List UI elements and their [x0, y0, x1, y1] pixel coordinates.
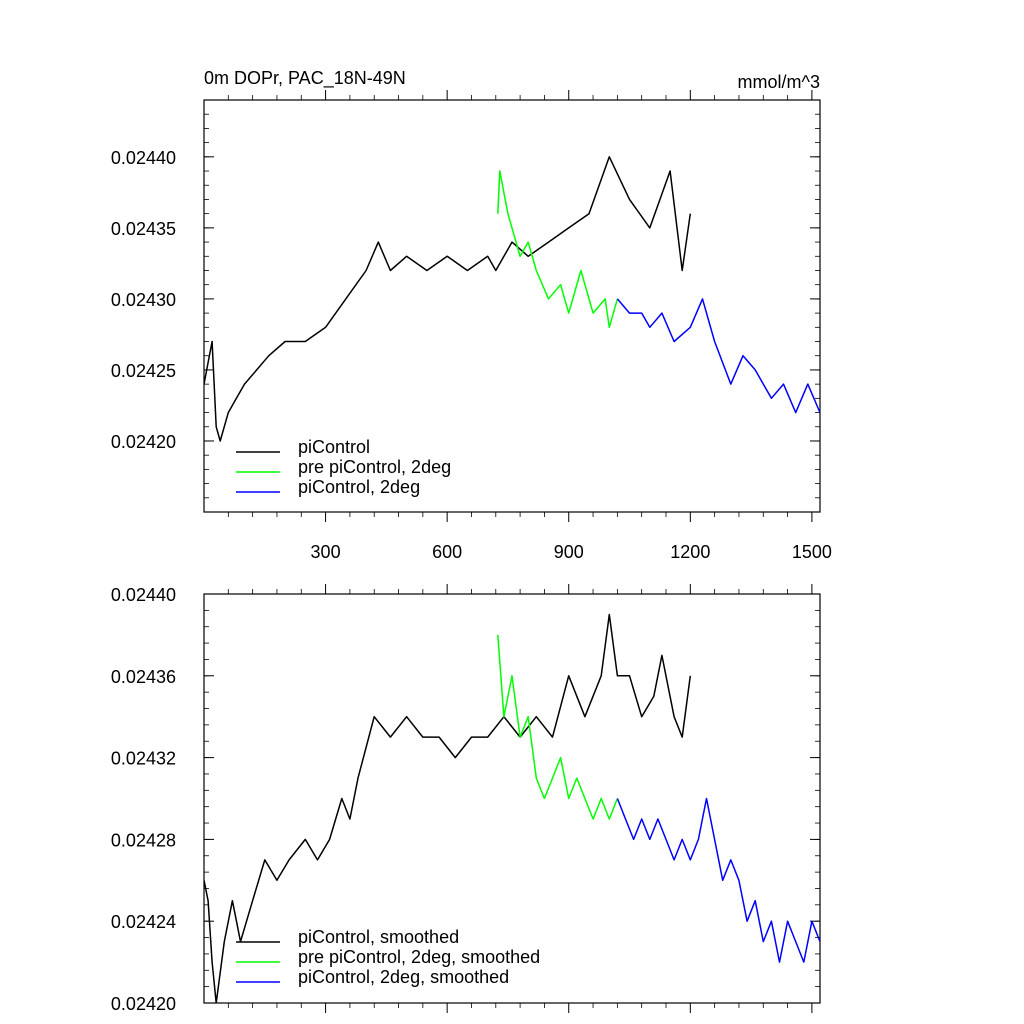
legend-label: piControl, 2deg	[298, 477, 420, 497]
x-tick-label: 300	[311, 542, 341, 562]
plot-frame	[203, 99, 821, 513]
y-tick-label: 0.02420	[111, 994, 176, 1014]
legend-label: piControl	[298, 437, 370, 457]
y-tick-label: 0.02432	[111, 749, 176, 769]
y-tick-label: 0.02440	[111, 585, 176, 605]
series-line-1	[204, 156, 692, 442]
plot-frame	[203, 593, 821, 1004]
y-tick-label: 0.02430	[111, 290, 176, 310]
units-label: mmol/m^3	[738, 72, 820, 92]
y-tick-label: 0.02435	[111, 219, 176, 239]
legend-label: pre piControl, 2deg	[298, 457, 451, 477]
x-tick-label: 600	[432, 542, 462, 562]
chart-title: 0m DOPr, PAC_18N-49N	[204, 68, 406, 89]
y-tick-label: 0.02420	[111, 432, 176, 452]
series-line-3	[616, 298, 820, 414]
x-tick-label: 1200	[670, 542, 710, 562]
y-tick-label: 0.02440	[111, 148, 176, 168]
panel-bottom: 0.02420 0.02424 0.02428 0.02432 0.02436 0.024…	[111, 584, 821, 1014]
series-line-1	[204, 613, 692, 1003]
series-line-3	[616, 797, 820, 963]
y-tick-label: 0.02425	[111, 361, 176, 381]
x-tick-label: 900	[554, 542, 584, 562]
legend-label: piControl, smoothed	[298, 927, 459, 947]
series-line-2	[497, 634, 619, 820]
legend-label: pre piControl, 2deg, smoothed	[298, 947, 540, 967]
y-tick-label: 0.02424	[111, 912, 176, 932]
legend-label: piControl, 2deg, smoothed	[298, 967, 509, 987]
panel-top: 0.02420 0.02425 0.02430 0.02435 0.02440 300 60…	[111, 68, 832, 562]
x-tick-label: 1500	[792, 542, 832, 562]
series-line-2	[497, 170, 619, 329]
y-tick-label: 0.02428	[111, 830, 176, 850]
y-tick-label: 0.02436	[111, 667, 176, 687]
